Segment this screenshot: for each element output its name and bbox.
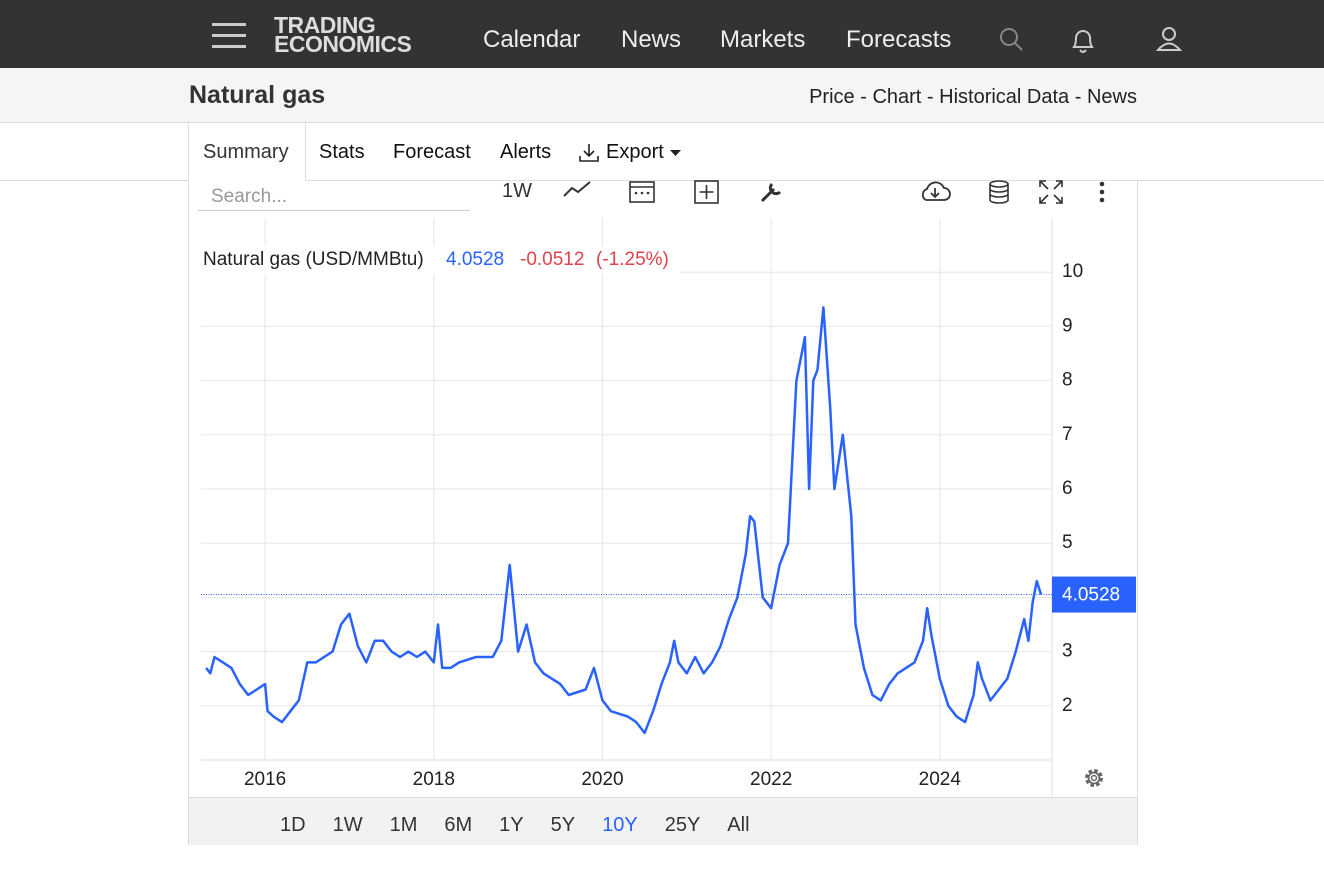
range-button[interactable]: 5Y: [550, 814, 576, 836]
toolbar-icons: [563, 180, 1105, 204]
tab[interactable]: Stats: [319, 141, 365, 163]
wrench-icon[interactable]: [760, 182, 782, 203]
y-tick-label: 5: [1062, 532, 1073, 553]
y-tick-label: 2: [1062, 695, 1073, 716]
fullscreen-icon[interactable]: [1039, 180, 1063, 204]
database-icon[interactable]: [989, 180, 1009, 204]
header-link[interactable]: Price: [809, 86, 855, 108]
x-tick-label: 2020: [581, 769, 623, 790]
legend-name: Natural gas (USD/MMBtu): [203, 249, 424, 270]
logo-line: ECONOMICS: [274, 31, 412, 57]
header-link[interactable]: News: [1086, 86, 1137, 108]
interval-button[interactable]: 1W: [502, 180, 532, 202]
more-icon[interactable]: [1099, 181, 1105, 203]
range-button[interactable]: 10Y: [602, 814, 638, 836]
nav-link[interactable]: Forecasts: [846, 26, 952, 53]
settings-icon[interactable]: [1085, 769, 1103, 787]
logo-line: TRADING: [274, 12, 376, 38]
download-icon[interactable]: [578, 142, 600, 164]
range-button[interactable]: 1W: [332, 814, 363, 836]
x-tick-label: 2016: [244, 769, 286, 790]
tab[interactable]: Alerts: [500, 141, 552, 163]
range-button[interactable]: 1D: [280, 814, 306, 836]
y-tick-label: 8: [1062, 370, 1073, 391]
y-tick-label: 7: [1062, 424, 1073, 445]
sub-header: Natural gas Price - Chart - Historical D…: [0, 68, 1324, 123]
y-tick-label: 9: [1062, 315, 1073, 336]
y-tick-label: 10: [1062, 261, 1083, 282]
x-tick-label: 2018: [413, 769, 455, 790]
legend-change-percent: (-1.25%): [596, 249, 669, 270]
range-button[interactable]: 6M: [444, 814, 473, 836]
last-price-tag: [1052, 576, 1136, 613]
caret: [670, 150, 681, 156]
nav-link[interactable]: News: [621, 26, 682, 53]
nav-link[interactable]: Calendar: [483, 26, 581, 53]
top-nav: TRADING ECONOMICS Calendar News Markets F…: [0, 0, 1324, 68]
range-button[interactable]: 1M: [389, 814, 418, 836]
range-button[interactable]: 25Y: [664, 814, 701, 836]
chart: Natural gas (USD/MMBtu) 4.0528 -0.0512 (…: [198, 218, 1136, 796]
cloud-icon[interactable]: [921, 181, 951, 201]
tab[interactable]: Summary: [203, 141, 289, 163]
menu-icon[interactable]: [212, 22, 248, 50]
separator: -: [860, 86, 867, 108]
y-tick-label: 3: [1062, 641, 1073, 662]
calendar-icon[interactable]: [629, 181, 655, 203]
x-tick-label: 2024: [919, 769, 962, 790]
tab[interactable]: Forecast: [393, 141, 471, 163]
legend-value: 4.0528: [446, 249, 504, 270]
header-link[interactable]: Chart: [872, 86, 922, 108]
range-button[interactable]: All: [727, 814, 750, 836]
logo[interactable]: TRADING ECONOMICS: [274, 14, 412, 57]
line-icon[interactable]: [563, 181, 591, 197]
range-button[interactable]: 1Y: [499, 814, 524, 836]
header-link[interactable]: Historical Data: [939, 86, 1070, 108]
legend-bg: [198, 246, 680, 274]
range-bar: 1D 1W 1M 6M 1Y 5Y 10Y 25Y All: [189, 797, 1137, 845]
search-icon[interactable]: [998, 26, 1026, 54]
user-icon[interactable]: [1156, 25, 1184, 53]
last-price-label: 4.0528: [1062, 585, 1120, 606]
header-links: Price - Chart - Historical Data - News: [809, 86, 1137, 109]
add-icon[interactable]: [694, 180, 719, 204]
separator: -: [1074, 86, 1082, 108]
separator: -: [926, 86, 934, 108]
page-title: Natural gas: [189, 81, 326, 109]
x-tick-label: 2022: [750, 769, 792, 790]
price-line: [205, 306, 1043, 735]
legend-change: -0.0512: [520, 249, 584, 270]
active-tab-bg: [188, 123, 306, 181]
y-tick-label: 6: [1062, 478, 1073, 499]
search-input[interactable]: Search...: [198, 182, 470, 211]
nav-link[interactable]: Markets: [720, 26, 806, 53]
grid: [201, 218, 1053, 796]
bell-icon[interactable]: [1070, 27, 1096, 55]
tab[interactable]: Export: [606, 141, 664, 163]
tabs: Summary Stats Forecast Alerts Export: [0, 123, 1324, 181]
